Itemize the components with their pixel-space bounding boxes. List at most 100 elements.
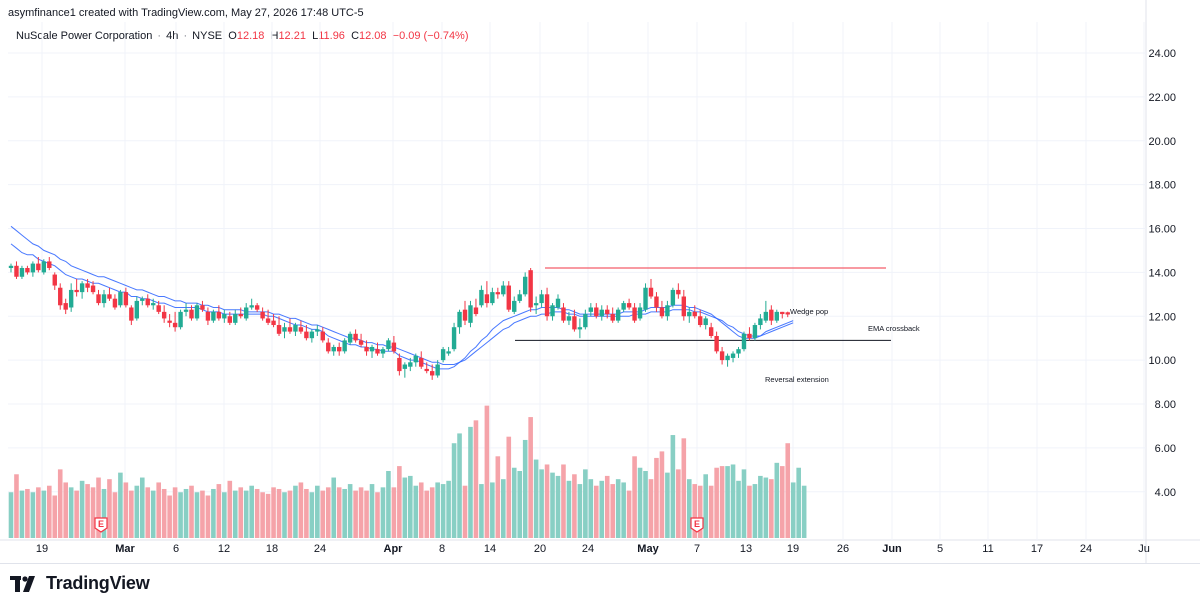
candle-body <box>178 311 183 328</box>
volume-bar <box>107 479 112 538</box>
x-tick-label: 12 <box>218 543 230 555</box>
candle-body <box>353 333 358 341</box>
symbol-legend: NuScale Power Corporation · 4h · NYSE O1… <box>16 30 469 42</box>
volume-bar <box>123 482 129 538</box>
candle-body <box>610 314 615 321</box>
candle-body <box>506 285 511 310</box>
open-value: 12.18 <box>236 30 265 42</box>
volume-bar <box>178 492 183 538</box>
volume-bar <box>304 488 309 538</box>
volume-bar <box>293 485 298 538</box>
candle-body <box>550 305 555 317</box>
volume-bar <box>375 492 380 538</box>
volume-bar <box>566 480 572 538</box>
candle-body <box>227 316 232 323</box>
x-tick-label: 19 <box>36 543 48 555</box>
y-tick-label: 20.00 <box>1148 136 1176 148</box>
candle-body <box>424 368 429 372</box>
interval[interactable]: 4h <box>166 30 179 42</box>
volume-bar <box>331 477 337 538</box>
y-tick-label: 12.00 <box>1148 311 1176 323</box>
chart-annotation: Reversal extension <box>765 375 829 384</box>
chart-annotation: EMA crossback <box>868 324 920 333</box>
candle-body <box>260 311 265 319</box>
tradingview-logo[interactable]: TradingView <box>10 573 150 594</box>
candle-body <box>287 327 293 332</box>
volume-bar <box>429 487 435 538</box>
candle-body <box>331 346 336 352</box>
volume-bar <box>495 456 501 538</box>
volume-bar <box>249 485 254 538</box>
volume-bar <box>30 492 36 538</box>
volume-bar <box>692 484 698 538</box>
volume-bar <box>287 490 293 538</box>
candle-body <box>265 318 271 323</box>
candle-body <box>200 305 205 310</box>
candle-body <box>435 364 440 376</box>
volume-bar <box>435 482 440 538</box>
candle-body <box>189 309 194 319</box>
candle-body <box>687 311 692 317</box>
candle-body <box>298 327 304 332</box>
x-tick-label: 19 <box>787 543 799 555</box>
candle-body <box>90 285 96 293</box>
candle-body <box>79 283 85 293</box>
volume-bar <box>785 443 791 538</box>
candle-body <box>648 287 654 297</box>
volume-bar <box>588 479 594 538</box>
candle-body <box>512 300 517 312</box>
volume-bar <box>615 479 621 538</box>
exchange: NYSE <box>192 30 223 42</box>
volume-bar <box>561 464 566 538</box>
close-label: C <box>351 30 360 42</box>
candle-body <box>25 267 30 273</box>
candle-body <box>774 311 779 321</box>
volume-bar <box>309 492 315 538</box>
candle-body <box>276 325 282 334</box>
candle-body <box>594 307 599 317</box>
volume-bar <box>57 469 63 538</box>
symbol-name[interactable]: NuScale Power Corporation <box>16 30 153 42</box>
candle-body <box>528 270 533 308</box>
volume-bar <box>391 487 397 538</box>
volume-bar <box>741 469 747 538</box>
candle-body <box>539 294 544 304</box>
volume-bar <box>167 495 172 538</box>
candle-body <box>222 314 227 319</box>
volume-bar <box>479 484 484 538</box>
candle-body <box>440 349 446 361</box>
candle-body <box>703 318 708 326</box>
candle-body <box>763 311 769 321</box>
candle-body <box>555 298 561 308</box>
volume-bar <box>36 487 41 538</box>
candle-body <box>183 309 189 312</box>
volume-bar <box>254 488 260 538</box>
volume-bar <box>484 405 490 538</box>
candle-body <box>408 362 413 367</box>
candle-body <box>785 312 790 315</box>
earnings-marker: E <box>690 517 704 533</box>
x-tick-label: 7 <box>694 543 700 555</box>
volume-bar <box>79 480 85 538</box>
volume-bar <box>665 472 670 538</box>
candle-body <box>369 346 375 352</box>
candle-body <box>96 294 101 304</box>
candle-body <box>517 294 522 301</box>
volume-bar <box>670 435 676 538</box>
candle-body <box>85 283 90 288</box>
volume-bar <box>610 484 615 538</box>
candle-body <box>780 311 785 315</box>
volume-bar <box>774 462 780 538</box>
volume-series <box>8 405 807 538</box>
volume-bar <box>238 487 244 538</box>
volume-bar <box>298 482 304 538</box>
volume-bar <box>74 490 79 538</box>
candle-body <box>588 307 594 312</box>
volume-bar <box>96 477 101 538</box>
volume-bar <box>654 457 659 538</box>
volume-bar <box>161 488 167 538</box>
volume-bar <box>276 488 282 538</box>
earnings-badge <box>94 517 108 533</box>
x-tick-label: 24 <box>314 543 326 555</box>
